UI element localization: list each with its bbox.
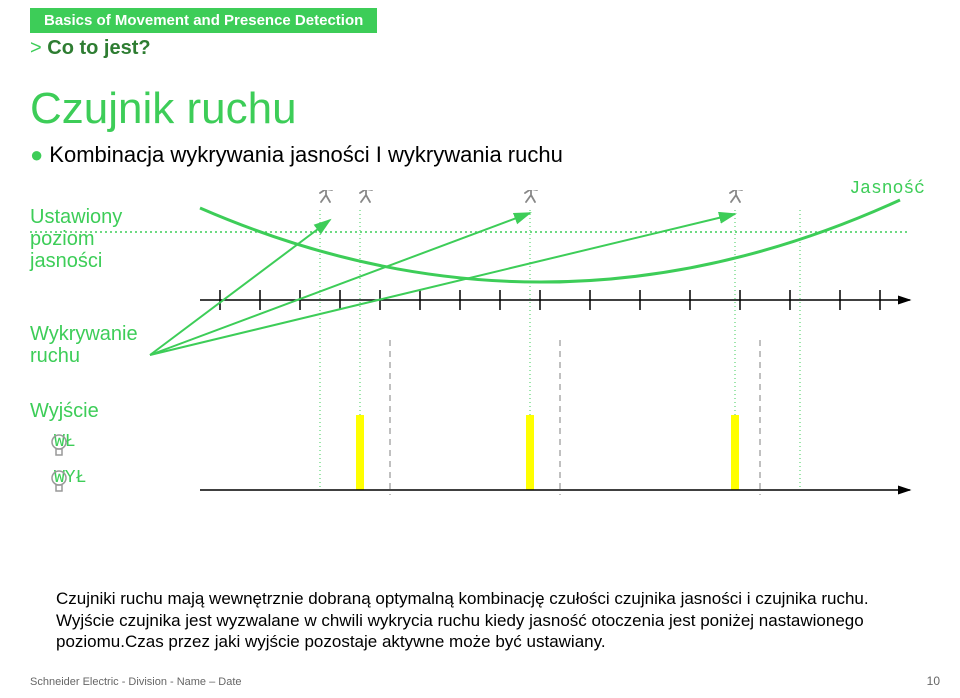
footer: Schneider Electric - Division - Name – D…: [30, 676, 242, 688]
chart-svg: [30, 190, 930, 530]
chart: Jasność Ustawiony poziom jasności Wykryw…: [30, 190, 930, 530]
page-title: Czujnik ruchu: [30, 84, 960, 134]
page-number: 10: [927, 674, 940, 688]
footnote: Czujniki ruchu mają wewnętrznie dobraną …: [56, 588, 926, 652]
label-jasnosc: Jasność: [849, 180, 925, 200]
subtitle: ●Kombinacja wykrywania jasności I wykryw…: [30, 142, 960, 168]
bulb-off-icon: [48, 468, 70, 494]
header-band: Basics of Movement and Presence Detectio…: [30, 8, 377, 33]
bulb-on-icon: [48, 432, 70, 458]
breadcrumb: > Co to jest?: [30, 37, 960, 60]
label-set-level: Ustawiony poziom jasności: [30, 206, 122, 272]
bullet-icon: ●: [30, 142, 49, 167]
subtitle-text: Kombinacja wykrywania jasności I wykrywa…: [49, 142, 563, 167]
state-off: WYŁ: [48, 468, 86, 488]
breadcrumb-text: Co to jest?: [47, 37, 150, 59]
state-on: WŁ: [48, 432, 76, 452]
label-detection: Wykrywanie ruchu: [30, 323, 138, 367]
label-output: Wyjście: [30, 400, 99, 422]
breadcrumb-prefix: >: [30, 37, 42, 59]
